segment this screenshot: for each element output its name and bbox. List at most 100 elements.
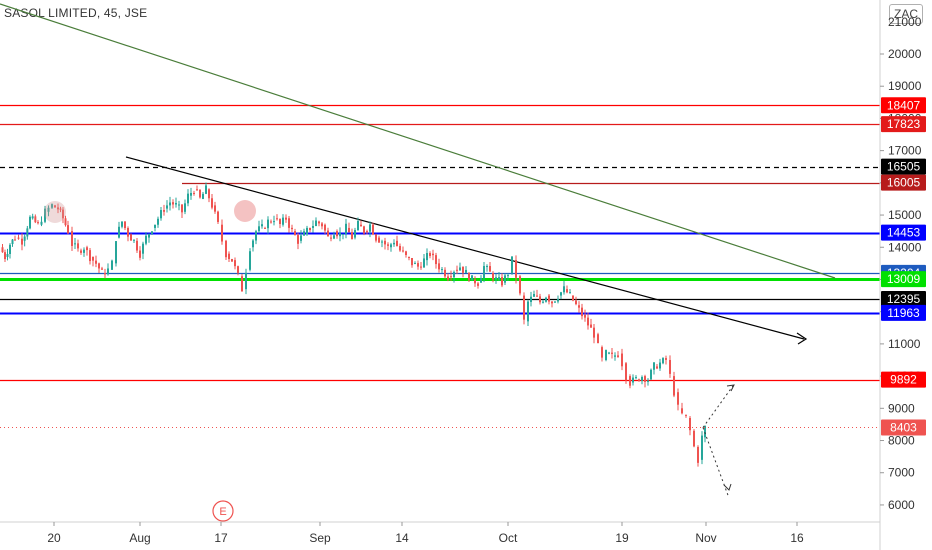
- candle-body: [23, 236, 26, 241]
- candle: [566, 285, 568, 294]
- x-tick-label-3: Sep: [309, 531, 331, 545]
- candle-body: [121, 221, 123, 227]
- candle-body: [83, 249, 85, 253]
- candle-body: [539, 296, 541, 303]
- price-badge-bg: [881, 371, 926, 388]
- price-badge-16005: 16005: [881, 174, 926, 191]
- trendline-arrowhead: [796, 332, 808, 345]
- candle-body: [29, 216, 31, 229]
- price-badge-bg: [881, 304, 926, 321]
- candle-body: [387, 244, 389, 246]
- candle: [459, 262, 461, 271]
- price-badge-bg: [881, 174, 926, 191]
- candle-body: [450, 276, 452, 278]
- candle-body: [530, 296, 532, 303]
- candle-body: [199, 190, 201, 198]
- candle-body: [51, 204, 53, 208]
- candle-body: [560, 292, 562, 296]
- candle: [193, 190, 195, 196]
- annotations: E: [0, 200, 880, 522]
- candle: [414, 261, 416, 265]
- candle-body: [21, 238, 23, 245]
- candle-body: [327, 230, 329, 237]
- candle: [617, 351, 619, 358]
- x-tick-label-2: 17: [214, 531, 228, 545]
- candle: [202, 192, 204, 200]
- candle-body: [351, 232, 353, 240]
- candle-body: [429, 253, 431, 256]
- candle: [369, 221, 371, 238]
- candle-body: [545, 297, 547, 302]
- price-badge-label: 12395: [887, 292, 921, 306]
- candle-body: [148, 233, 150, 238]
- candle: [614, 352, 616, 361]
- candle: [324, 223, 326, 234]
- candle: [163, 204, 165, 216]
- candle-body: [354, 230, 356, 238]
- candle-body: [563, 286, 565, 293]
- candle: [423, 254, 425, 268]
- candle-body: [157, 218, 159, 225]
- candle-body: [101, 268, 103, 270]
- candle-body: [438, 263, 440, 270]
- candle-body: [697, 446, 699, 463]
- candle-body: [542, 301, 544, 303]
- candle-body: [486, 266, 488, 268]
- candle-body: [638, 379, 640, 381]
- candle-body: [523, 295, 525, 320]
- candle: [214, 201, 216, 214]
- candle: [495, 273, 497, 284]
- candle: [169, 196, 171, 211]
- candle: [405, 250, 407, 258]
- x-tick-label-8: 16: [790, 531, 804, 545]
- candle: [282, 214, 284, 227]
- candle: [104, 268, 106, 279]
- candle-body: [1, 247, 4, 253]
- candle: [662, 357, 664, 365]
- candle: [31, 213, 34, 220]
- y-tick-label-8: 14000: [888, 240, 922, 254]
- candle-body: [677, 392, 679, 405]
- price-badge-label: 13009: [887, 272, 921, 286]
- candle: [581, 303, 583, 320]
- candle: [575, 296, 577, 306]
- candle: [387, 242, 389, 251]
- candle: [554, 301, 556, 303]
- candle: [548, 293, 550, 305]
- candle-body: [163, 210, 165, 212]
- candle: [426, 248, 428, 266]
- candle: [297, 232, 299, 250]
- candle-body: [44, 208, 46, 222]
- candle-body: [641, 376, 643, 381]
- candle: [47, 205, 50, 217]
- candle-body: [393, 242, 395, 245]
- candle: [142, 241, 144, 260]
- candle-body: [154, 224, 156, 228]
- candle: [166, 200, 168, 213]
- price-badge-bg: [881, 271, 926, 288]
- candle: [447, 273, 449, 282]
- candle-body: [228, 253, 230, 260]
- candle: [381, 239, 383, 248]
- currency-button[interactable]: ZAC: [889, 4, 923, 24]
- candle-body: [282, 217, 284, 225]
- candle: [689, 416, 691, 436]
- projection-up: [702, 385, 734, 428]
- candle-body: [139, 250, 141, 258]
- candle-body: [381, 241, 383, 243]
- candle: [241, 273, 243, 292]
- candle-body: [80, 250, 82, 253]
- candle-body: [447, 276, 449, 280]
- candle: [199, 189, 201, 199]
- candle-body: [288, 218, 290, 228]
- candle-body: [104, 273, 106, 275]
- time-axis[interactable]: 20 Aug 17 Sep 14 Oct 19 Nov 16: [0, 521, 880, 545]
- candle: [471, 275, 473, 281]
- candle: [480, 275, 482, 283]
- candle-body: [511, 256, 513, 274]
- candle: [54, 204, 56, 208]
- candle-body: [175, 202, 177, 205]
- candle: [74, 237, 76, 250]
- candle: [115, 240, 117, 267]
